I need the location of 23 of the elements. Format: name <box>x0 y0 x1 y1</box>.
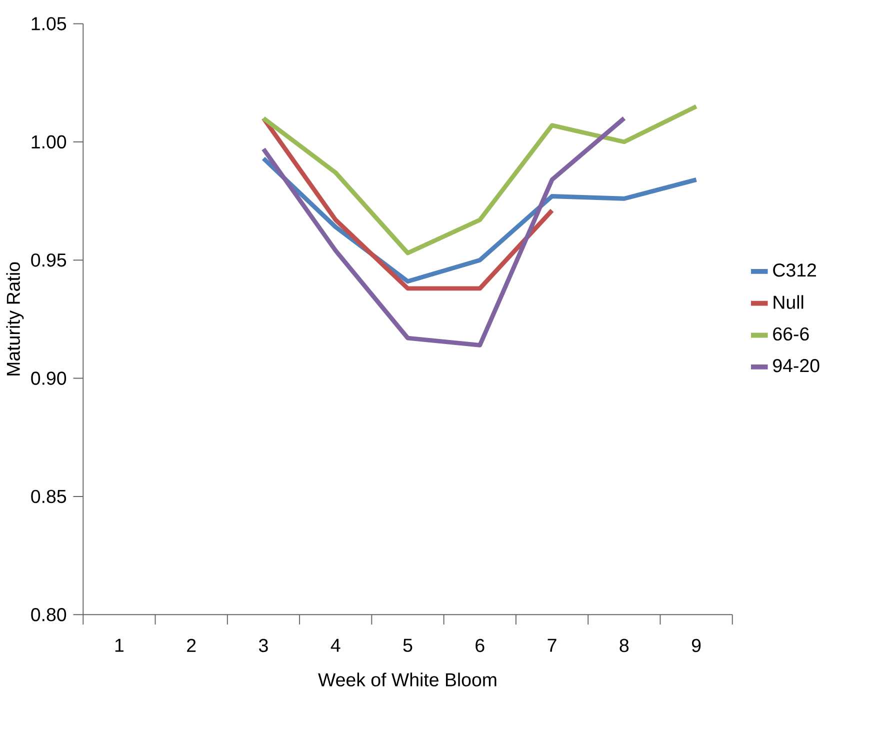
line-series <box>261 116 626 348</box>
x-tick-label: 9 <box>692 638 701 652</box>
x-tick-label: 8 <box>620 638 629 652</box>
x-tick-label: 3 <box>258 638 268 652</box>
x-tick-label: 1 <box>115 638 124 652</box>
y-tick-label: 0.90 <box>31 372 66 385</box>
legend-label: 66-6 <box>773 327 809 340</box>
x-tick-label: 7 <box>548 638 556 652</box>
x-axis-title: Week of White Bloom <box>318 672 496 686</box>
y-tick-label: 0.95 <box>31 253 66 267</box>
y-axis-title: Maturity Ratio <box>6 262 24 376</box>
x-tick-label: 5 <box>403 638 412 652</box>
line-series <box>261 104 699 256</box>
x-tick-label: 6 <box>476 638 484 652</box>
x-tick-label: 4 <box>330 638 340 652</box>
legend-label: 94-20 <box>773 358 820 372</box>
y-tick-label: 0.80 <box>31 608 66 622</box>
legend-label: Null <box>774 295 804 309</box>
y-tick-label: 1.05 <box>32 16 66 30</box>
y-tick-label: 0.85 <box>31 490 66 503</box>
x-tick-label: 2 <box>187 638 196 652</box>
y-tick-label: 1.00 <box>32 135 66 148</box>
legend-label: C312 <box>773 263 816 277</box>
